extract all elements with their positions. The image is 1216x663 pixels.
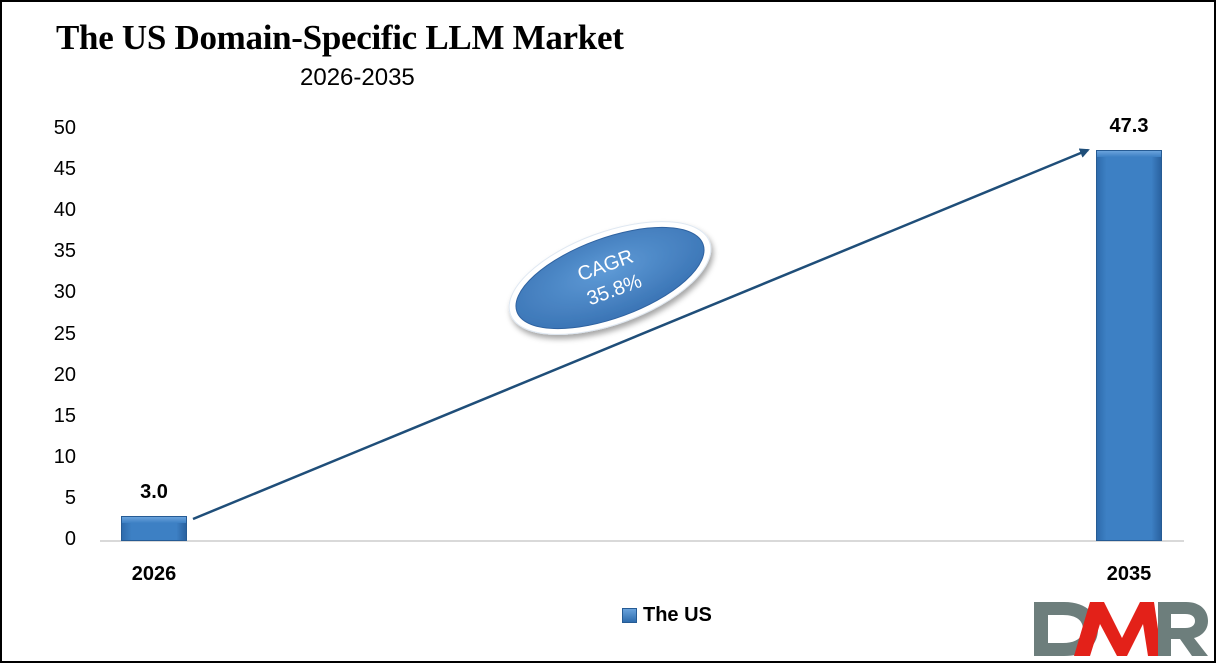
- y-tick: 25: [53, 323, 76, 345]
- legend-label: The US: [643, 604, 712, 626]
- cagr-annotation: CAGR 35.8%: [500, 228, 720, 328]
- bar-2035[interactable]: [1096, 150, 1162, 541]
- y-tick: 5: [64, 487, 76, 509]
- dmr-logo-icon: [1034, 602, 1208, 656]
- y-tick: 0: [64, 528, 76, 550]
- x-label-2026: 2026: [131, 563, 177, 585]
- legend: The US: [622, 604, 712, 627]
- chart-title: The US Domain-Specific LLM Market: [56, 18, 624, 57]
- data-label-2026: 3.0: [140, 481, 168, 503]
- chart-subtitle: 2026-2035: [300, 64, 415, 91]
- cagr-ellipse: [508, 221, 712, 335]
- y-tick: 20: [53, 364, 76, 386]
- y-tick: 35: [53, 240, 76, 262]
- x-axis-line: [100, 540, 1184, 542]
- y-tick: 40: [53, 199, 76, 221]
- y-tick: 30: [53, 281, 76, 303]
- bar-2026[interactable]: [121, 516, 187, 541]
- y-tick: 50: [53, 117, 76, 139]
- y-tick: 45: [53, 158, 76, 180]
- legend-swatch-icon: [622, 608, 637, 623]
- y-tick: 10: [53, 446, 76, 468]
- y-tick: 15: [53, 405, 76, 427]
- data-label-2035: 47.3: [1109, 115, 1149, 137]
- x-label-2035: 2035: [1106, 563, 1152, 585]
